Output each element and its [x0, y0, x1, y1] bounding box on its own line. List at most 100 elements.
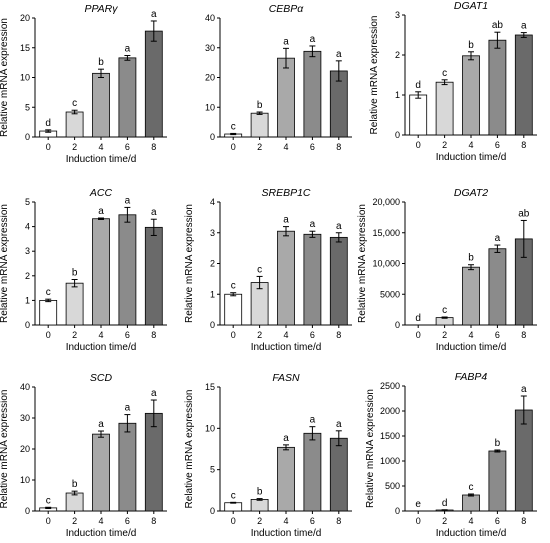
x-axis-label: Induction time/d	[436, 528, 507, 539]
y-tick-label: 1	[395, 90, 400, 100]
significance-label: d	[415, 313, 421, 324]
y-tick-label: 1	[25, 295, 30, 305]
significance-label: a	[336, 419, 342, 430]
bar	[224, 293, 243, 326]
x-tick-label: 0	[416, 330, 421, 340]
significance-label: ab	[518, 208, 530, 219]
x-tick-label: 2	[72, 142, 77, 152]
y-tick-label: 10	[205, 102, 215, 112]
y-axis-label: Relative mRNA expression	[369, 16, 380, 135]
bar	[514, 409, 533, 512]
y-tick-label: 2	[25, 271, 30, 281]
x-tick-label: 0	[46, 516, 51, 526]
y-axis-label: Relative mRNA expression	[0, 390, 10, 509]
x-tick-label: 8	[151, 516, 156, 526]
y-tick-label: 5	[210, 465, 215, 475]
y-tick-label: 2000	[380, 406, 400, 416]
significance-label: b	[468, 253, 474, 264]
significance-label: b	[495, 438, 501, 449]
significance-label: a	[310, 219, 316, 230]
significance-label: a	[125, 403, 131, 414]
bar	[118, 422, 137, 512]
bar	[329, 236, 348, 326]
x-tick-label: 8	[151, 142, 156, 152]
significance-label: b	[257, 100, 263, 111]
significance-label: a	[98, 206, 104, 217]
y-tick-label: 0	[210, 320, 215, 330]
chart-title: DGAT2	[454, 187, 488, 199]
significance-label: c	[46, 287, 51, 298]
bar	[250, 499, 269, 512]
y-tick-label: 0	[395, 130, 400, 140]
significance-label: a	[336, 49, 342, 60]
x-tick-label: 8	[521, 516, 526, 526]
x-tick-label: 8	[336, 516, 341, 526]
bar	[488, 248, 507, 326]
y-axis-label: Relative mRNA expression	[0, 204, 10, 323]
x-tick-label: 4	[283, 330, 288, 340]
y-axis-label: Relative mRNA expression	[365, 389, 376, 508]
bar	[39, 299, 58, 326]
y-tick-label: 20	[20, 13, 30, 23]
bar	[144, 226, 163, 326]
x-tick-label: 4	[98, 516, 103, 526]
y-tick-label: 4	[210, 197, 215, 207]
bar	[65, 492, 84, 512]
x-tick-label: 2	[257, 142, 262, 152]
x-axis-label: Induction time/d	[251, 528, 322, 539]
y-axis-label: Relative mRNA expression	[184, 390, 195, 509]
x-tick-label: 8	[521, 330, 526, 340]
y-tick-label: 10	[20, 475, 30, 485]
chart-title: FASN	[272, 372, 300, 384]
significance-label: d	[442, 498, 448, 509]
bar	[514, 34, 533, 136]
bar	[65, 282, 84, 326]
x-tick-label: 0	[416, 516, 421, 526]
x-axis-label: Induction time/d	[66, 528, 137, 539]
x-tick-label: 2	[72, 516, 77, 526]
chart-panel: FABP4 0 500 1000 1500 2000 2500 Relative mRNA e…	[365, 371, 537, 539]
significance-label: c	[72, 98, 77, 109]
x-tick-label: 8	[521, 140, 526, 150]
x-tick-label: 2	[442, 140, 447, 150]
y-tick-label: 15,000	[372, 228, 400, 238]
significance-label: b	[257, 487, 263, 498]
y-tick-label: 40	[205, 13, 215, 23]
y-tick-label: 500	[385, 481, 400, 491]
x-axis-label: Induction time/d	[251, 342, 322, 353]
chart-title: PPARγ	[84, 3, 118, 15]
x-tick-label: 0	[46, 142, 51, 152]
x-axis-label: Induction time/d	[66, 342, 137, 353]
y-axis-label: Relative mRNA expression	[184, 204, 195, 323]
y-tick-label: 30	[20, 413, 30, 423]
y-tick-label: 5000	[380, 289, 400, 299]
chart-title: SCD	[90, 372, 113, 384]
bar	[92, 72, 110, 138]
significance-label: c	[257, 264, 262, 275]
significance-label: a	[283, 215, 289, 226]
significance-label: a	[283, 433, 289, 444]
significance-label: a	[151, 9, 157, 20]
significance-label: a	[125, 195, 131, 206]
y-tick-label: 20	[205, 73, 215, 83]
chart-panel: SCD 0 10 20 30 40 Relative mRNA expression c 0 b 2…	[0, 372, 167, 539]
chart-panel: ACC 0 1 2 3 4 5 Relative mRNA expression c 0 b 2 a 4 a…	[0, 187, 167, 353]
y-tick-label: 1500	[380, 431, 400, 441]
x-tick-label: 4	[98, 142, 103, 152]
x-tick-label: 2	[257, 330, 262, 340]
significance-label: c	[231, 281, 236, 292]
x-axis-label: Induction time/d	[436, 152, 507, 163]
y-tick-label: 0	[395, 320, 400, 330]
y-tick-label: 5	[25, 197, 30, 207]
significance-label: a	[98, 419, 104, 430]
chart-title: SREBP1C	[261, 187, 310, 199]
bar	[435, 81, 454, 136]
chart-panel: FASN 0 5 10 15 Relative mRNA expression c 0 b 2 a 4…	[184, 372, 352, 539]
y-axis-label: Relative mRNA expression	[357, 204, 368, 323]
significance-label: a	[151, 207, 157, 218]
y-tick-label: 0	[395, 506, 400, 516]
x-tick-label: 0	[46, 330, 51, 340]
chart-title: CEBPα	[269, 3, 305, 15]
bar	[462, 55, 480, 136]
